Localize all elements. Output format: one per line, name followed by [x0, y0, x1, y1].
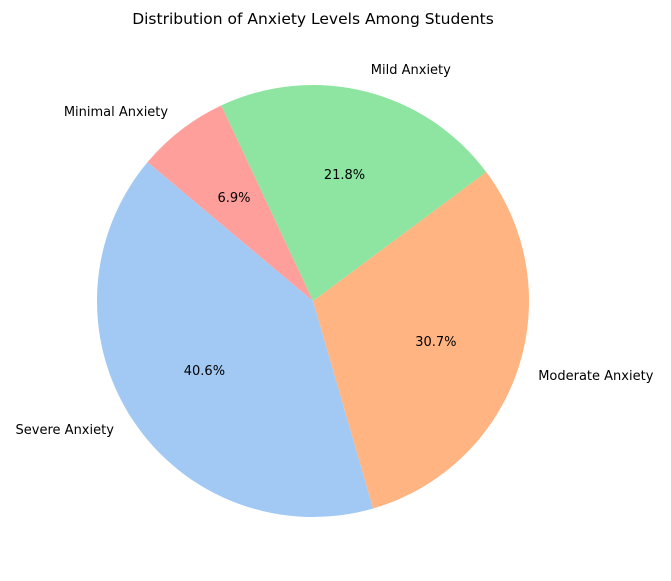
category-label-minimal-anxiety: Minimal Anxiety — [64, 105, 169, 120]
category-label-mild-anxiety: Mild Anxiety — [371, 63, 451, 78]
percent-label-moderate-anxiety: 30.7% — [415, 335, 456, 350]
percent-label-minimal-anxiety: 6.9% — [217, 191, 250, 206]
chart-title: Distribution of Anxiety Levels Among Stu… — [132, 10, 494, 28]
pie-slice-moderate-anxiety — [313, 171, 529, 509]
percent-label-severe-anxiety: 40.6% — [184, 364, 225, 379]
category-label-severe-anxiety: Severe Anxiety — [16, 423, 115, 438]
pie-slice-severe-anxiety — [96, 162, 374, 517]
pie-labels: Severe Anxiety 40.6% Moderate Anxiety 30.7%… — [16, 63, 654, 438]
percent-label-mild-anxiety: 21.8% — [324, 168, 365, 183]
pie-slice-minimal-anxiety — [147, 105, 313, 301]
pie-slice-mild-anxiety — [221, 85, 487, 302]
pie-slices — [96, 85, 529, 517]
category-label-moderate-anxiety: Moderate Anxiety — [538, 369, 653, 384]
